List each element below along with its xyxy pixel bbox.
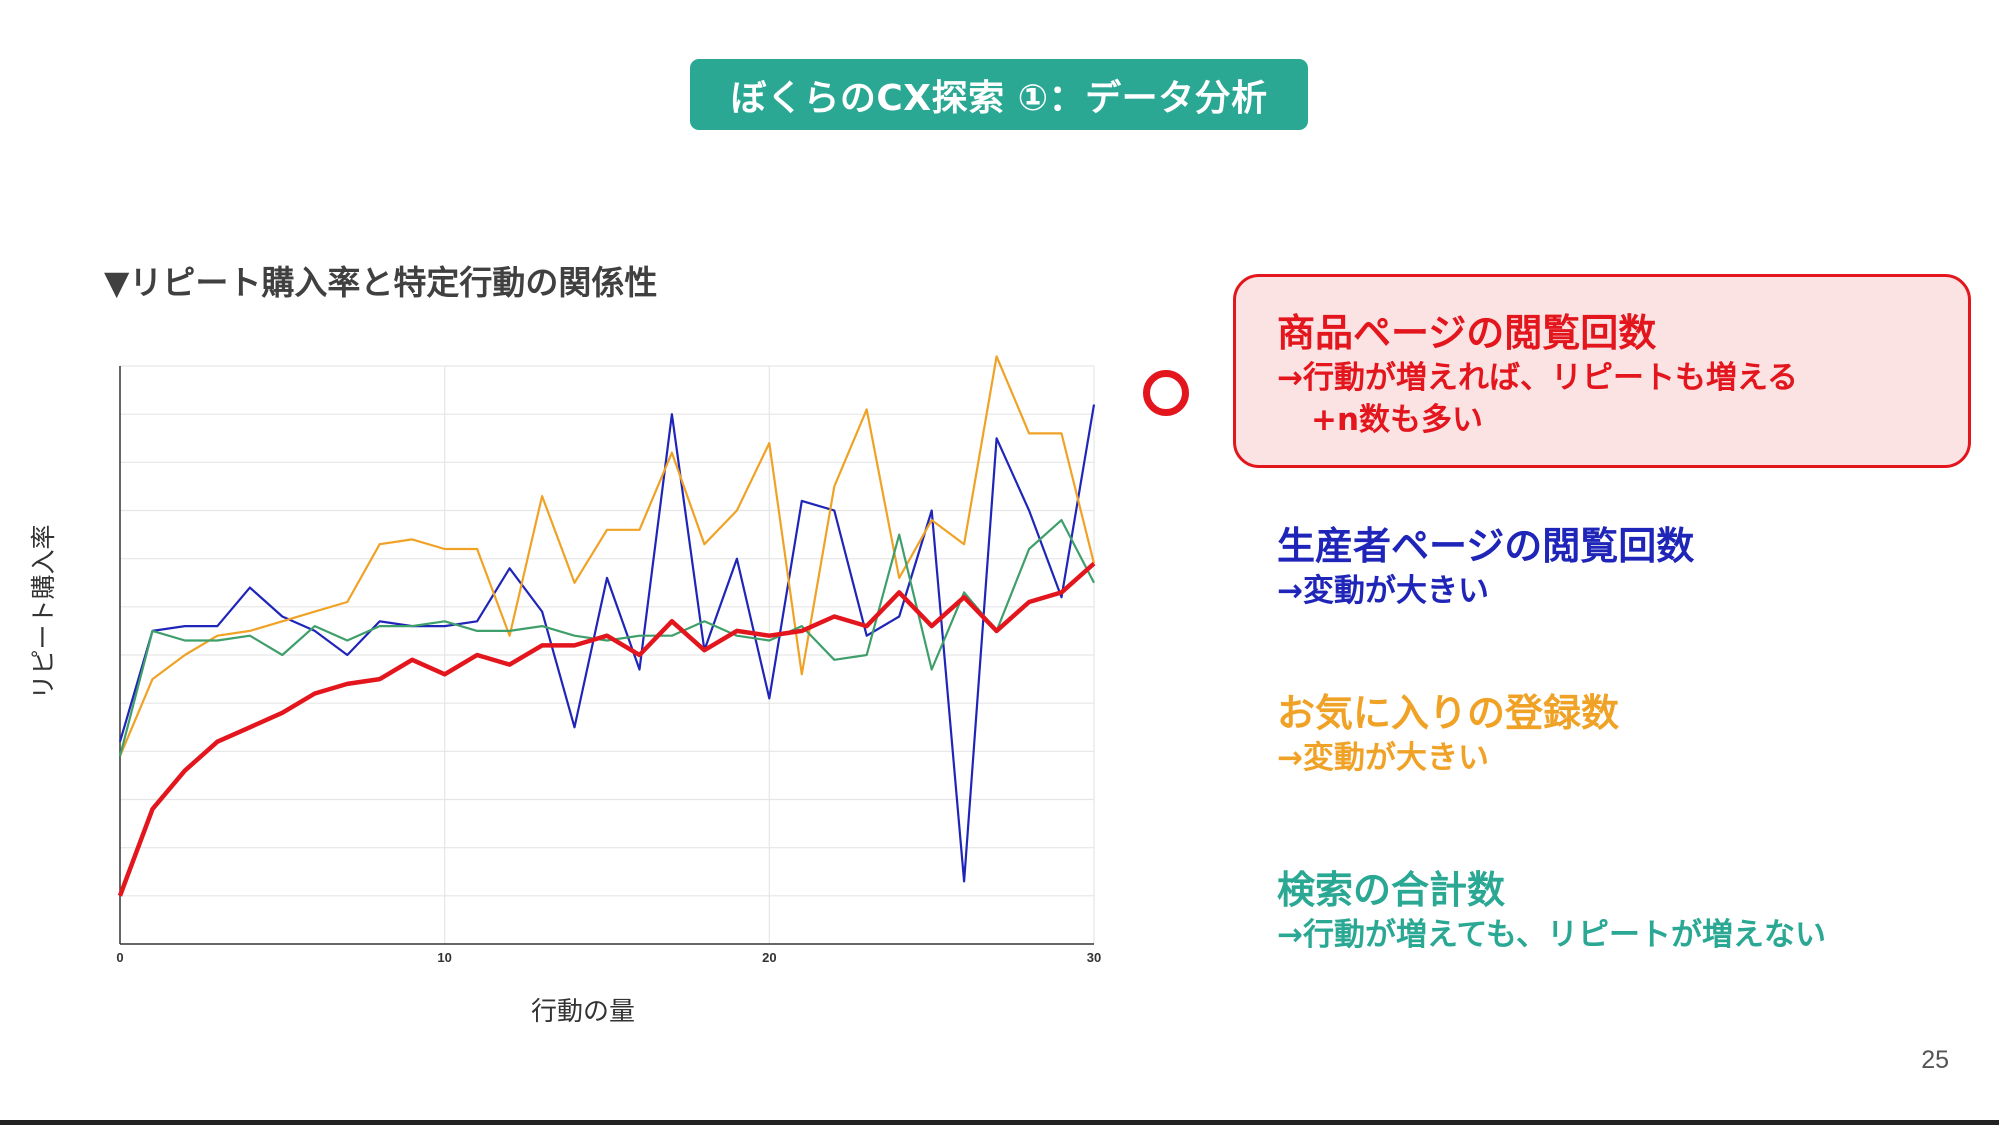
x-tick-label: 30 [1087, 950, 1101, 965]
chart-heading: ▼リピート購入率と特定行動の関係性 [104, 263, 658, 302]
x-tick-label: 10 [437, 950, 451, 965]
legend-item-favorites-count: お気に入りの登録数 →変動が大きい [1277, 690, 1619, 780]
legend-item-search-total: 検索の合計数 →行動が増えても、リピートが増えない [1277, 867, 1826, 957]
legend-title: 生産者ページの閲覧回数 [1277, 524, 1695, 568]
highlight-circle-icon [1143, 370, 1189, 416]
series-line-0 [117, 561, 1096, 897]
series-line-3 [118, 518, 1095, 757]
x-tick-label: 0 [116, 950, 123, 965]
bottom-rule [0, 1120, 1999, 1125]
legend-item-product-page-views: 商品ページの閲覧回数 →行動が増えれば、リピートも増える +n数も多い [1277, 310, 1798, 440]
legend-desc: →変動が大きい [1277, 740, 1489, 776]
series-line-1 [118, 404, 1096, 883]
legend-desc: →行動が増えれば、リピートも増える [1277, 360, 1799, 396]
slide-title: ぼくらのCX探索 ①：データ分析 [690, 59, 1308, 130]
legend-desc-extra: +n数も多い [1311, 402, 1484, 438]
legend-title: お気に入りの登録数 [1277, 691, 1620, 735]
x-tick-label: 20 [762, 950, 776, 965]
x-axis-label: 行動の量 [531, 997, 635, 1027]
chart-axes [119, 366, 1094, 945]
series-line-2 [118, 355, 1096, 757]
legend-title: 商品ページの閲覧回数 [1277, 311, 1657, 355]
legend-title: 検索の合計数 [1277, 868, 1506, 912]
chart-series [117, 355, 1096, 897]
line-chart: 0 10 20 30 行動の量 リピート購入率 [29, 355, 1101, 1027]
legend-item-producer-page-views: 生産者ページの閲覧回数 →変動が大きい [1277, 523, 1694, 613]
legend-desc: →変動が大きい [1277, 573, 1489, 609]
x-tick-labels: 0 10 20 30 [116, 950, 1101, 965]
legend-desc: →行動が増えても、リピートが増えない [1277, 917, 1826, 953]
page-number: 25 [1921, 1046, 1949, 1074]
y-axis-label: リピート購入率 [29, 524, 58, 699]
chart-grid [120, 365, 1095, 944]
highlight-callout-box [1233, 274, 1971, 468]
